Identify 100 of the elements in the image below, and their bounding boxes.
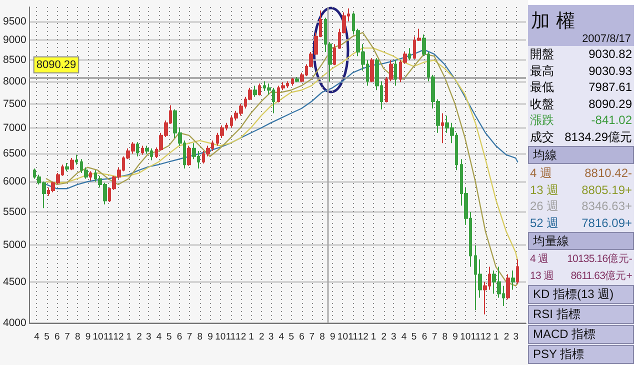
x-tick-label: 11	[104, 332, 114, 342]
text: PSY 指標	[528, 345, 634, 364]
text: 收盤	[530, 96, 554, 112]
candlestick	[291, 77, 294, 86]
y-tick-label: 9500	[3, 15, 27, 28]
x-tick-label: 5	[411, 332, 417, 342]
candlestick	[394, 60, 397, 86]
text: 9030.93	[588, 62, 632, 79]
x-tick-label: 8	[320, 332, 325, 342]
text: 均線	[528, 146, 634, 164]
text: 7987.61	[588, 79, 632, 96]
y-tick-label: 6000	[3, 176, 27, 188]
x-tick-label: 8	[442, 332, 448, 342]
text: 2007/8/17	[582, 33, 631, 45]
x-tick-label: 4	[278, 332, 284, 342]
text: 52 週	[530, 214, 559, 231]
x-tick-label: 3	[513, 332, 519, 342]
y-tick-label: 7000	[3, 122, 27, 134]
x-tick-label: 6	[176, 332, 182, 342]
x-tick-label: 3	[390, 332, 396, 342]
x-tick-label: 12	[113, 332, 124, 342]
x-tick-label: 7	[64, 332, 70, 342]
text: -841.02	[591, 112, 632, 128]
candlestick	[408, 48, 411, 61]
candlestick	[65, 162, 69, 172]
y-tick-label: 7500	[3, 98, 27, 110]
x-tick-label: 4	[401, 332, 407, 342]
x-tick-label: 11	[348, 332, 358, 342]
candlestick	[333, 44, 336, 66]
x-tick-label: 5	[166, 332, 172, 342]
candlestick	[511, 270, 515, 290]
x-tick-label: 10	[215, 332, 226, 342]
text: 8611.63億元+	[570, 268, 632, 284]
x-tick-label: 10	[92, 332, 104, 342]
y-tick-label: 5000	[3, 239, 27, 252]
x-tick-label: 4	[34, 332, 40, 342]
y-tick-label: 8500	[3, 54, 27, 66]
x-tick-label: 9	[452, 332, 458, 342]
text: 漲跌	[530, 112, 554, 128]
candlestick	[516, 258, 519, 284]
x-tick-label: 1	[248, 332, 254, 342]
text: 13 週	[530, 268, 554, 284]
candlestick	[506, 274, 510, 300]
x-tick-label: 12	[236, 332, 246, 342]
x-tick-label: 7	[432, 332, 438, 342]
text: 13 週	[530, 182, 559, 198]
x-tick-label: 12	[480, 332, 492, 342]
candlestick	[89, 170, 92, 181]
candlestick	[141, 145, 144, 156]
x-tick-label: 2	[136, 332, 142, 342]
candlestick	[295, 76, 299, 83]
x-tick-label: 9	[85, 332, 91, 342]
x-tick-label: 6	[54, 332, 60, 342]
y-tick-label: 5500	[3, 206, 27, 218]
text: 最高	[530, 62, 554, 79]
x-tick-label: 10	[460, 332, 471, 342]
x-tick-label: 3	[146, 332, 152, 342]
y-tick-label: 8000	[3, 75, 27, 88]
text: 8810.42-	[584, 165, 632, 182]
x-tick-label: 5	[288, 332, 294, 342]
text: 10135.16億元-	[567, 252, 632, 267]
text: 成交	[530, 128, 554, 145]
text: 8134.29億元	[564, 128, 632, 145]
x-tick-label: 7	[309, 332, 315, 342]
text: 7816.09+	[582, 214, 632, 231]
text: 9030.82	[588, 46, 632, 62]
x-tick-label: 5	[44, 332, 50, 342]
candlestick	[258, 82, 261, 96]
x-tick-label: 9	[208, 332, 213, 342]
x-tick-label: 10	[337, 332, 348, 342]
text: 8805.19+	[582, 182, 632, 198]
x-tick-label: 4	[156, 332, 162, 342]
candlestick	[70, 158, 74, 171]
text: 開盤	[530, 46, 554, 62]
x-tick-label: 7	[186, 332, 192, 342]
x-tick-label: 6	[299, 332, 304, 342]
text: 4 週	[530, 165, 552, 182]
candlestick	[136, 142, 139, 157]
x-tick-label: 1	[126, 332, 132, 342]
text: 26 週	[530, 198, 559, 214]
x-tick-label: 2	[504, 332, 510, 342]
x-tick-label: 11	[226, 332, 236, 342]
text: KD 指標(13 週)	[528, 285, 634, 304]
x-tick-label: 11	[470, 332, 481, 342]
x-tick-label: 8	[74, 332, 80, 342]
candlestick	[187, 145, 191, 166]
x-tick-label: 9	[330, 332, 336, 342]
candlestick	[253, 85, 257, 98]
candlestick	[75, 154, 78, 166]
x-tick-label: 2	[381, 332, 387, 342]
x-tick-label: 3	[268, 332, 274, 342]
text: 8346.63+	[582, 198, 632, 214]
x-tick-label: 2	[258, 332, 264, 342]
text: 加 權	[531, 9, 576, 34]
y-tick-label: 4500	[3, 276, 27, 288]
ref-line-label: 8090.29	[36, 58, 76, 71]
text: 4 週	[530, 252, 549, 267]
y-tick-label: 4000	[3, 317, 27, 329]
x-tick-label: 1	[370, 332, 376, 342]
text: 最低	[530, 79, 554, 96]
